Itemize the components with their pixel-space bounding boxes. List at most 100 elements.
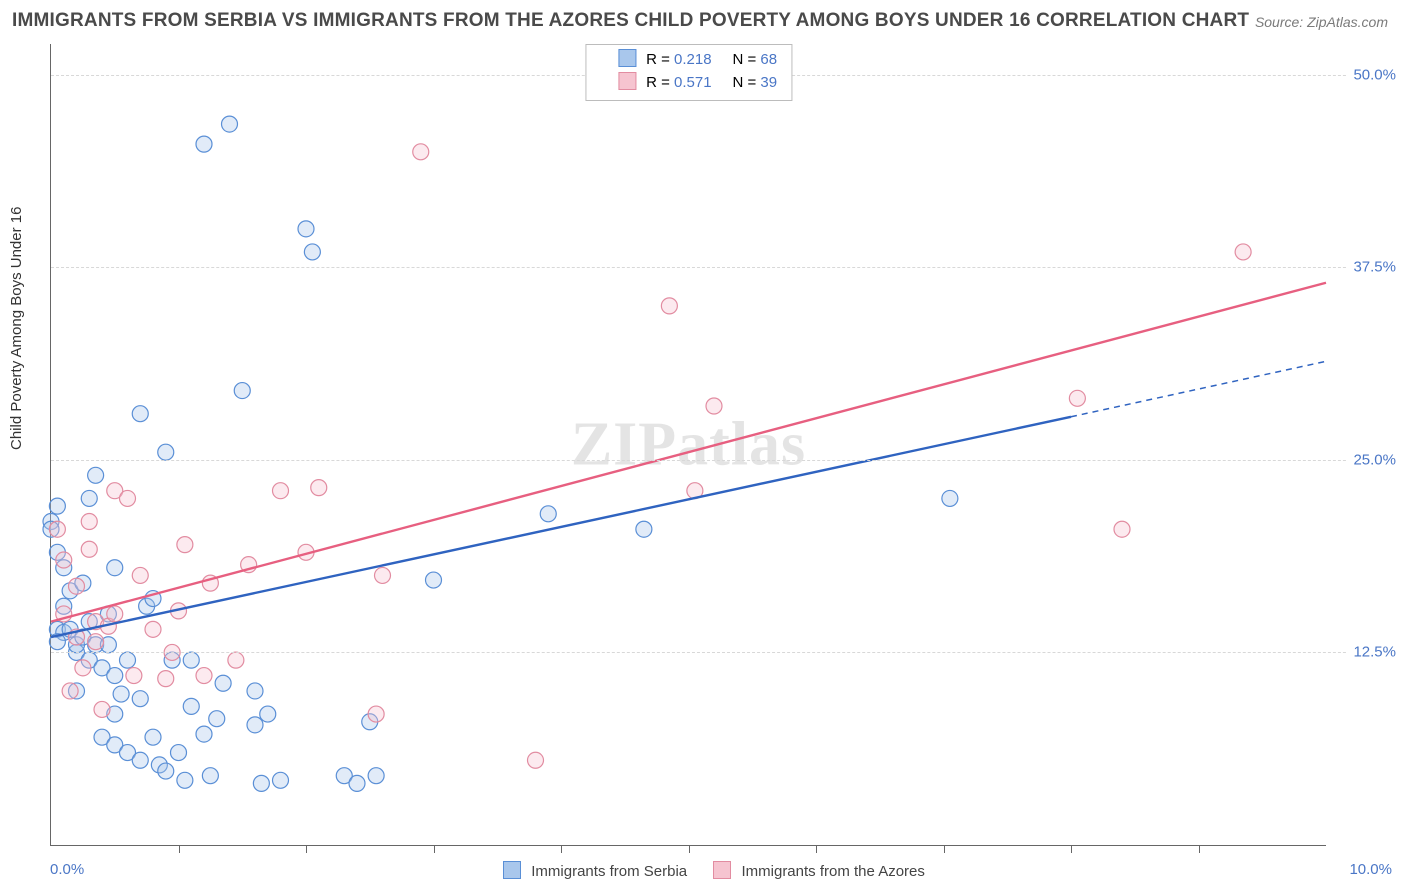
data-point xyxy=(49,498,65,514)
source-attribution: Source: ZipAtlas.com xyxy=(1255,14,1388,30)
data-point xyxy=(49,521,65,537)
x-tick xyxy=(1071,845,1072,853)
data-point xyxy=(177,537,193,553)
data-point xyxy=(209,711,225,727)
data-point xyxy=(107,560,123,576)
y-tick-label: 12.5% xyxy=(1347,644,1396,661)
x-tick xyxy=(561,845,562,853)
gridline xyxy=(51,460,1396,461)
chart-title: IMMIGRANTS FROM SERBIA VS IMMIGRANTS FRO… xyxy=(12,10,1249,32)
data-point xyxy=(81,514,97,530)
data-point xyxy=(426,572,442,588)
legend-r-label: R = xyxy=(646,74,670,91)
data-point xyxy=(368,706,384,722)
legend-row-azores: R = 0.571 N = 39 xyxy=(596,72,777,95)
trend-line-serbia xyxy=(51,417,1071,637)
data-point xyxy=(132,406,148,422)
plot-area: R = 0.218 N = 68 R = 0.571 N = 39 ZIPatl… xyxy=(50,44,1326,846)
legend-serbia-label: Immigrants from Serbia xyxy=(531,863,687,880)
data-point xyxy=(145,729,161,745)
data-point xyxy=(311,480,327,496)
data-point xyxy=(942,490,958,506)
data-point xyxy=(1114,521,1130,537)
data-point xyxy=(540,506,556,522)
data-point xyxy=(196,726,212,742)
swatch-serbia-icon xyxy=(618,49,636,67)
data-point xyxy=(304,244,320,260)
legend-azores-n: 39 xyxy=(760,74,777,91)
data-point xyxy=(196,668,212,684)
data-point xyxy=(132,567,148,583)
legend-r-label: R = xyxy=(646,51,670,68)
data-point xyxy=(107,668,123,684)
x-tick xyxy=(1199,845,1200,853)
data-point xyxy=(145,621,161,637)
y-tick-label: 25.0% xyxy=(1347,451,1396,468)
data-point xyxy=(88,634,104,650)
x-tick xyxy=(944,845,945,853)
legend-n-label: N = xyxy=(732,74,756,91)
data-point xyxy=(196,136,212,152)
data-point xyxy=(298,221,314,237)
data-point xyxy=(1235,244,1251,260)
data-point xyxy=(375,567,391,583)
data-point xyxy=(171,745,187,761)
series-legend: Immigrants from Serbia Immigrants from t… xyxy=(0,861,1406,880)
data-point xyxy=(113,686,129,702)
x-tick xyxy=(306,845,307,853)
x-tick xyxy=(689,845,690,853)
data-point xyxy=(62,683,78,699)
data-point xyxy=(88,467,104,483)
legend-serbia-r: 0.218 xyxy=(674,51,712,68)
data-point xyxy=(636,521,652,537)
data-point xyxy=(183,698,199,714)
data-point xyxy=(661,298,677,314)
data-point xyxy=(183,652,199,668)
data-point xyxy=(215,675,231,691)
data-point xyxy=(56,552,72,568)
data-point xyxy=(247,717,263,733)
data-point xyxy=(126,668,142,684)
gridline xyxy=(51,267,1396,268)
swatch-serbia-icon xyxy=(503,861,521,879)
gridline xyxy=(51,652,1396,653)
legend-n-label: N = xyxy=(732,51,756,68)
data-point xyxy=(81,490,97,506)
correlation-legend: R = 0.218 N = 68 R = 0.571 N = 39 xyxy=(585,44,792,101)
data-point xyxy=(228,652,244,668)
data-point xyxy=(158,671,174,687)
data-point xyxy=(368,768,384,784)
data-point xyxy=(158,763,174,779)
data-point xyxy=(158,444,174,460)
data-point xyxy=(273,772,289,788)
data-point xyxy=(132,752,148,768)
data-point xyxy=(202,768,218,784)
scatter-svg xyxy=(51,44,1326,845)
data-point xyxy=(69,578,85,594)
data-point xyxy=(132,691,148,707)
data-point xyxy=(75,660,91,676)
data-point xyxy=(273,483,289,499)
data-point xyxy=(120,652,136,668)
data-point xyxy=(120,490,136,506)
data-point xyxy=(349,775,365,791)
legend-azores-r: 0.571 xyxy=(674,74,712,91)
data-point xyxy=(177,772,193,788)
data-point xyxy=(260,706,276,722)
y-tick-label: 50.0% xyxy=(1347,66,1396,83)
swatch-azores-icon xyxy=(713,861,731,879)
data-point xyxy=(247,683,263,699)
data-point xyxy=(528,752,544,768)
data-point xyxy=(234,383,250,399)
data-point xyxy=(81,541,97,557)
data-point xyxy=(94,701,110,717)
y-tick-label: 37.5% xyxy=(1347,259,1396,276)
x-tick xyxy=(816,845,817,853)
x-tick xyxy=(434,845,435,853)
swatch-azores-icon xyxy=(618,72,636,90)
x-tick xyxy=(179,845,180,853)
data-point xyxy=(222,116,238,132)
legend-row-serbia: R = 0.218 N = 68 xyxy=(596,49,777,72)
trend-line-serbia-extrapolated xyxy=(1071,361,1326,416)
y-axis-label: Child Poverty Among Boys Under 16 xyxy=(8,207,25,450)
